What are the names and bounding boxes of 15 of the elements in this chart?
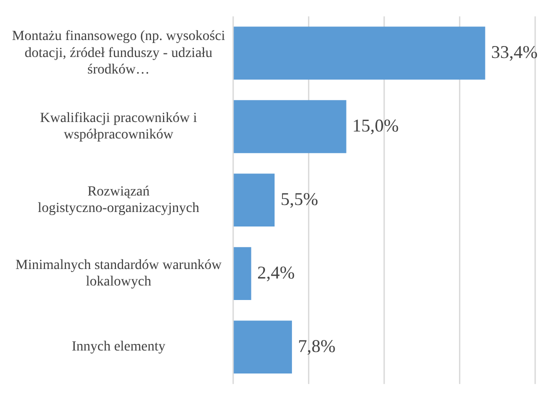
bar bbox=[234, 174, 275, 227]
bar bbox=[234, 26, 486, 80]
y-tick-label: Rozwiązań logistyczno-organizacyjnych bbox=[38, 184, 200, 216]
data-label: 2,4% bbox=[257, 262, 295, 282]
y-tick-label: Innych elementy bbox=[72, 340, 166, 355]
y-tick-label: Minimalnych standardów warunków lokalowych bbox=[16, 258, 222, 290]
y-tick-label: Montażu finansowego (np. wysokości dotacji, źródeł funduszy - udziału środków… bbox=[12, 29, 226, 78]
data-label: 7,8% bbox=[298, 336, 336, 356]
bar bbox=[234, 320, 292, 374]
data-label: 5,5% bbox=[280, 188, 318, 209]
bar bbox=[234, 247, 252, 300]
data-label: 33,4% bbox=[491, 42, 538, 62]
y-tick-label: Kwalifikacji pracowników i współpracowników bbox=[40, 110, 198, 143]
data-label: 15,0% bbox=[352, 115, 399, 136]
bar bbox=[234, 100, 346, 154]
